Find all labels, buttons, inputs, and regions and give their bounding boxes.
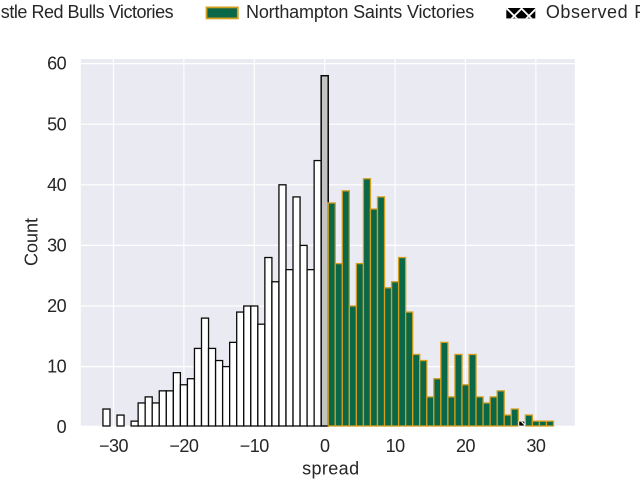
svg-text:10: 10 [47,357,67,377]
svg-text:−20: −20 [169,436,199,456]
svg-text:Point Spread: Point Spread [634,2,640,22]
svg-text:10: 10 [386,436,406,456]
svg-text:40: 40 [47,175,67,195]
svg-text:−30: −30 [99,436,129,456]
svg-text:60: 60 [47,54,67,74]
svg-text:20: 20 [47,296,67,316]
svg-text:0: 0 [320,436,330,456]
svg-text:20: 20 [456,436,476,456]
svg-text:−10: −10 [240,436,270,456]
svg-text:Observed: Observed [546,2,628,22]
svg-text:spread: spread [302,458,359,478]
svg-text:50: 50 [47,114,67,134]
svg-text:0: 0 [57,417,67,437]
svg-text:30: 30 [526,436,546,456]
svg-text:30: 30 [47,235,67,255]
svg-text:Count: Count [22,218,42,266]
svg-text:Northampton Saints Victories: Northampton Saints Victories [246,2,474,22]
svg-text:stle Red Bulls Victories: stle Red Bulls Victories [1,2,174,22]
